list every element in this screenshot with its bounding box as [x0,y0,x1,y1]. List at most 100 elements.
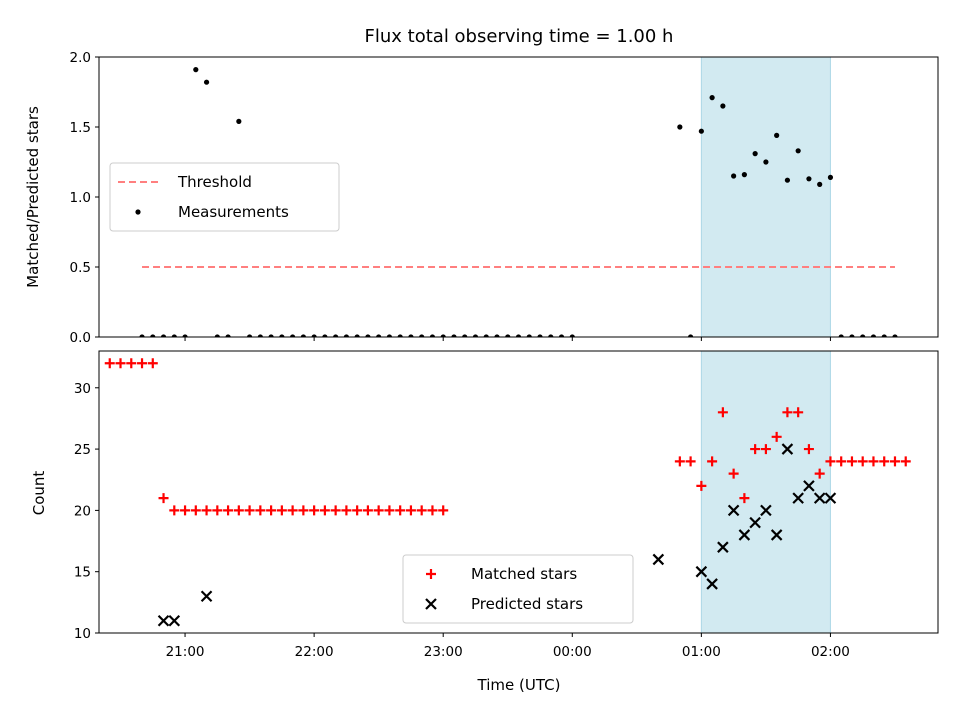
predicted-star-point [749,516,761,529]
y-tick-label: 1.0 [70,190,91,206]
measurement-point [494,334,500,337]
measurement-point [462,334,468,337]
matched-star-point [341,505,352,516]
x-tick-label: 02:00 [811,644,850,660]
matched-star-point [782,407,793,418]
measurement-point [203,79,210,85]
x-tick-label: 21:00 [166,644,205,660]
y-tick-label: 20 [74,503,91,519]
predicted-star-point [168,614,181,627]
predicted-star-point [760,504,772,517]
matched-star-point [889,456,900,467]
measurement-point [860,334,866,337]
matched-star-point [180,505,191,516]
predicted-star-point [813,492,826,504]
chart-title: Flux total observing time = 1.00 h [365,26,674,47]
measurement-point [709,95,715,101]
matched-star-point [276,505,287,516]
matched-star-point [674,456,685,467]
measurement-point [472,334,479,337]
matched-star-point [696,480,707,491]
matched-star-point [255,505,266,516]
measurement-point [548,334,554,337]
measurement-point [720,103,726,109]
predicted-star-point [792,492,804,504]
predicted-star-point [652,553,665,566]
measurement-point [246,334,253,337]
matched-star-point [352,505,363,516]
top-legend: Threshold Measurements [109,162,340,232]
matched-star-point [362,505,373,516]
legend-label: Measurements [178,203,289,221]
measurement-point [171,334,177,337]
legend-label: Threshold [177,173,252,191]
matched-star-point [793,407,804,418]
measurement-point [300,334,306,337]
measurement-point [774,132,780,138]
matched-star-point [395,505,406,516]
matched-star-point [298,505,309,516]
matched-star-point [750,444,761,455]
matched-star-point [190,505,201,516]
measurement-point [397,334,403,337]
measurement-point [139,334,145,337]
measurement-point [419,334,425,337]
shaded-region [701,351,831,633]
top-y-axis-label: Matched/Predicted stars [24,106,42,288]
measurement-point [311,334,317,337]
bottom-panel: 10 15 20 25 30 21:00 22:00 23:00 00:00 01:00 02:0… [30,337,939,694]
bottom-plot-area [98,350,939,634]
measurement-point [870,334,877,337]
measurement-point [688,334,694,337]
measurement-point [451,334,457,337]
x-axis-label: Time (UTC) [477,676,561,694]
y-tick-label: 0.0 [70,330,91,346]
measurement-point [677,124,683,130]
measurement-point [784,177,791,183]
matched-star-point [760,444,771,455]
y-tick-label: 0.5 [70,260,91,276]
bottom-y-axis: 10 15 20 25 30 [74,381,99,642]
measurement-point [827,174,834,180]
matched-star-point [814,468,825,479]
measurement-point [849,334,855,337]
legend-box [109,162,340,232]
matched-star-point [879,456,890,467]
predicted-star-point [200,590,213,602]
predicted-star-point [738,529,751,541]
measurement-point [225,334,231,337]
matched-star-point [266,505,277,516]
matched-star-point [846,456,857,467]
measurement-point [558,334,565,337]
measurement-point [214,334,220,337]
measurement-point [429,334,436,337]
matched-star-point [717,407,728,418]
matched-star-point [147,358,158,369]
matched-star-point [319,505,330,516]
measurement-point [569,334,575,337]
measurement-point [881,334,887,337]
matched-star-point [900,456,911,467]
legend-label: Matched stars [471,565,577,583]
axes-frame [98,350,939,634]
y-tick-label: 30 [74,381,91,397]
matched-star-point [825,456,836,467]
y-tick-label: 2.0 [70,50,91,66]
measurement-point [537,334,543,337]
legend-box [402,554,634,624]
measurement-point [731,173,737,179]
measurement-point [892,334,898,337]
measurement-point [408,334,414,337]
legend-label: Predicted stars [471,595,583,613]
matched-star-point [373,505,384,516]
measurement-point [806,176,812,182]
matched-star-point [137,358,148,369]
shaded-region [701,57,831,337]
matched-star-point [416,505,427,516]
matched-star-point [868,456,879,467]
measurement-point [322,334,328,337]
measurement-point [236,118,242,124]
matched-star-point [405,505,416,516]
matched-star-point [115,358,126,369]
